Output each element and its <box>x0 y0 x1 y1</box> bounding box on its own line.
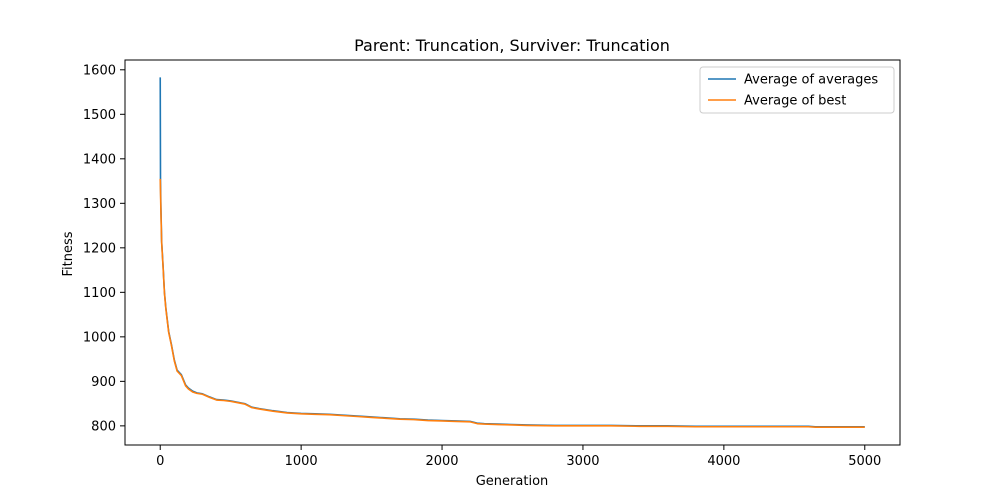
x-tick-label: 0 <box>156 454 164 469</box>
x-tick-label: 1000 <box>285 454 318 469</box>
y-tick-label: 1200 <box>83 241 116 256</box>
x-axis: 0 1000 2000 3000 4000 5000 <box>156 445 881 469</box>
x-tick-label: 2000 <box>425 454 458 469</box>
y-tick-label: 900 <box>91 375 116 390</box>
legend-label: Average of best <box>744 94 846 109</box>
x-tick-label: 4000 <box>707 454 740 469</box>
series-line-1 <box>159 77 865 428</box>
chart-title: Parent: Truncation, Surviver: Truncation <box>354 36 670 55</box>
y-tick-label: 1600 <box>83 63 116 78</box>
x-tick-label: 3000 <box>566 454 599 469</box>
y-tick-label: 1300 <box>83 197 116 212</box>
y-tick-label: 1400 <box>83 152 116 167</box>
series-layer <box>159 77 865 428</box>
y-tick-label: 1000 <box>83 330 116 345</box>
plot-frame <box>124 59 901 446</box>
y-tick-label: 800 <box>91 419 116 434</box>
legend: Average of averages Average of best <box>699 66 895 114</box>
y-axis-label: Fitness <box>61 231 76 276</box>
x-tick-label: 5000 <box>848 454 881 469</box>
legend-label: Average of averages <box>744 73 878 88</box>
series-line-2 <box>159 178 865 428</box>
y-tick-label: 1100 <box>83 286 116 301</box>
legend-box <box>699 66 895 114</box>
x-axis-label: Generation <box>476 474 549 489</box>
y-tick-label: 1500 <box>83 108 116 123</box>
y-axis: 800 900 1000 1100 1200 1300 1400 1500 1600 <box>83 63 125 434</box>
